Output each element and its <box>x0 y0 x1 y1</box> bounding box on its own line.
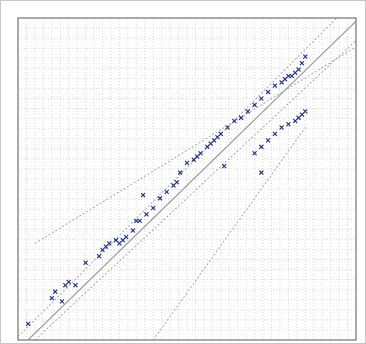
data-point-stroke-b <box>252 102 257 108</box>
grid <box>18 18 356 340</box>
data-point <box>140 192 146 198</box>
data-point <box>258 170 264 175</box>
data-point-stroke-b <box>258 170 264 175</box>
data-point-stroke-b <box>272 131 278 137</box>
data-point-stroke-b <box>144 212 149 217</box>
reference-lines <box>18 18 356 340</box>
data-point <box>150 205 156 211</box>
data-point-stroke-b <box>133 218 139 224</box>
data-point-stroke-b <box>52 289 58 295</box>
plot-border <box>17 17 357 341</box>
data-point <box>231 118 237 124</box>
data-point <box>184 160 190 166</box>
data-point-stroke-b <box>218 131 224 137</box>
data-point <box>279 125 285 130</box>
data-point-stroke-b <box>184 160 190 166</box>
data-point-stroke-b <box>208 141 214 146</box>
data-point <box>174 179 180 185</box>
data-point-stroke-b <box>150 205 156 211</box>
data-point-stroke-b <box>157 195 163 201</box>
data-point <box>144 212 149 217</box>
data-point <box>286 121 291 127</box>
data-point-stroke-b <box>198 150 203 156</box>
data-point <box>252 150 257 156</box>
data-point-stroke-b <box>302 54 308 60</box>
data-point <box>296 67 301 72</box>
data-point-stroke-b <box>66 279 72 285</box>
confidence-band-line-3 <box>34 46 356 244</box>
data-point <box>208 141 214 146</box>
data-point-stroke-b <box>113 237 119 243</box>
data-point-stroke-b <box>221 163 227 169</box>
data-point <box>73 282 78 288</box>
data-points <box>25 54 308 327</box>
data-point <box>123 234 129 240</box>
data-point <box>272 83 278 89</box>
data-point-stroke-b <box>286 121 291 127</box>
data-point-stroke-b <box>140 192 146 198</box>
data-point <box>238 115 244 121</box>
data-point <box>221 163 227 169</box>
data-point <box>25 321 31 327</box>
data-point <box>164 189 170 195</box>
data-point-stroke-b <box>59 298 65 304</box>
data-point-stroke-b <box>245 108 251 114</box>
data-point-stroke-b <box>258 96 264 101</box>
data-point <box>59 298 65 304</box>
data-point <box>96 253 102 259</box>
data-point-stroke-b <box>164 189 170 195</box>
data-point <box>133 218 139 224</box>
data-point <box>66 279 72 285</box>
data-point <box>252 102 257 108</box>
data-point-stroke-b <box>106 241 112 246</box>
data-point <box>106 241 112 246</box>
data-point-stroke-b <box>174 179 180 185</box>
data-point <box>52 289 58 295</box>
data-point-stroke-b <box>296 67 301 72</box>
data-point-stroke-b <box>130 228 136 233</box>
data-point-stroke-b <box>231 118 237 124</box>
data-point-stroke-b <box>238 115 244 121</box>
data-point <box>299 60 305 66</box>
data-point-stroke-b <box>25 321 31 327</box>
data-point-stroke-b <box>73 282 78 288</box>
data-point-stroke-b <box>302 108 308 114</box>
data-point <box>49 295 55 301</box>
data-point-stroke-b <box>279 125 285 130</box>
data-point-stroke-b <box>49 295 55 301</box>
data-point <box>218 131 224 137</box>
confidence-band-line-4 <box>152 127 306 340</box>
data-point-stroke-b <box>177 170 183 175</box>
data-point-stroke-b <box>252 150 257 156</box>
data-point-stroke-b <box>265 137 271 143</box>
data-point <box>198 150 203 156</box>
data-point <box>258 144 264 150</box>
data-point-stroke-b <box>272 83 278 89</box>
data-point-stroke-b <box>299 60 305 66</box>
data-point-stroke-b <box>225 125 230 130</box>
data-point-stroke-b <box>258 144 264 150</box>
data-point-stroke-b <box>123 234 129 240</box>
data-point <box>177 170 183 175</box>
data-point <box>302 54 308 60</box>
data-point-stroke-b <box>96 253 102 259</box>
data-point <box>157 195 163 201</box>
data-point <box>225 125 230 130</box>
confidence-band-line-2 <box>34 40 356 340</box>
data-point <box>265 89 271 95</box>
data-point <box>302 108 308 114</box>
data-point <box>245 108 251 114</box>
data-point <box>130 228 136 233</box>
data-point <box>265 137 271 143</box>
data-point-stroke-b <box>83 260 88 266</box>
data-point <box>258 96 264 101</box>
data-point <box>272 131 278 137</box>
data-point-stroke-b <box>265 89 271 95</box>
data-point <box>83 260 88 266</box>
fit-line <box>27 20 356 340</box>
